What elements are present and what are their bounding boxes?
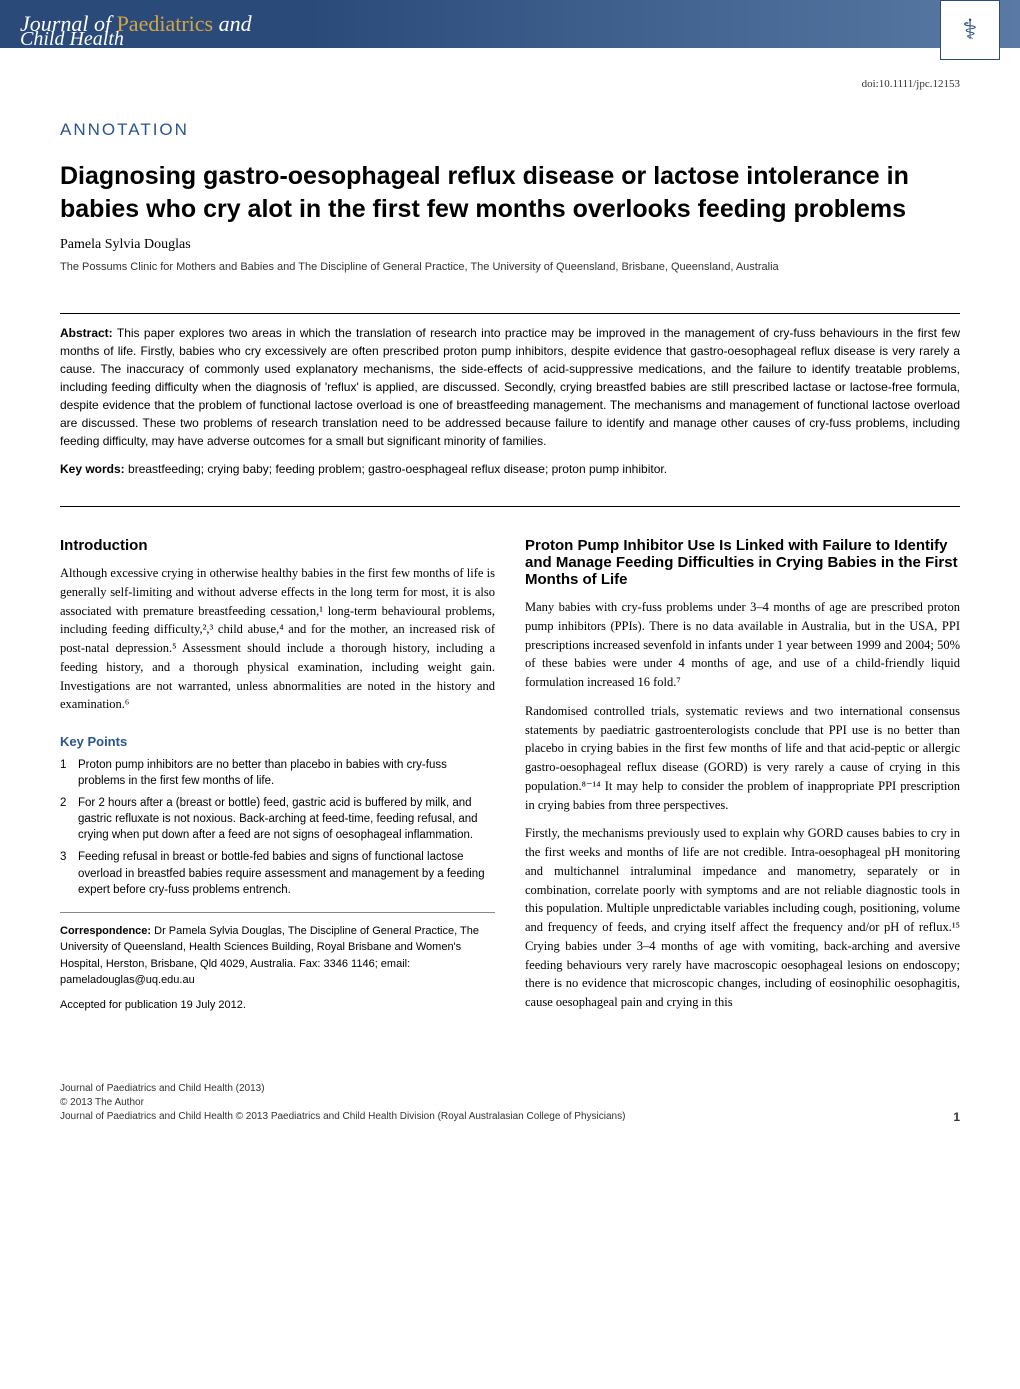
key-point-text: Feeding refusal in breast or bottle-fed …	[78, 849, 495, 897]
divider-bottom	[60, 506, 960, 507]
key-points-divider	[60, 912, 495, 913]
two-column-layout: Introduction Although excessive crying i…	[60, 537, 960, 1022]
correspondence-label: Correspondence:	[60, 925, 151, 937]
key-point-item: 3 Feeding refusal in breast or bottle-fe…	[60, 849, 495, 897]
section2-para1: Many babies with cry-fuss problems under…	[525, 598, 960, 692]
introduction-heading: Introduction	[60, 537, 495, 554]
journal-name-part2: and	[219, 11, 252, 36]
abstract-label: Abstract:	[60, 326, 113, 340]
keywords-text: breastfeeding; crying baby; feeding prob…	[128, 462, 667, 476]
key-point-item: 2 For 2 hours after a (breast or bottle)…	[60, 795, 495, 843]
journal-subtitle: Child Health	[20, 28, 124, 51]
abstract-text: This paper explores two areas in which t…	[60, 326, 960, 448]
annotation-label: ANNOTATION	[60, 120, 960, 140]
journal-name-container: Journal of Paediatrics and Child Health	[20, 11, 252, 37]
affiliation: The Possums Clinic for Mothers and Babie…	[60, 261, 960, 273]
article-title: Diagnosing gastro-oesophageal reflux dis…	[60, 160, 960, 225]
keywords-label: Key words:	[60, 462, 125, 476]
section2-para2: Randomised controlled trials, systematic…	[525, 702, 960, 815]
key-point-number: 2	[60, 795, 78, 843]
key-points-list: 1 Proton pump inhibitors are no better t…	[60, 757, 495, 898]
page-footer: Journal of Paediatrics and Child Health …	[0, 1082, 1020, 1144]
left-column: Introduction Although excessive crying i…	[60, 537, 495, 1022]
author-name: Pamela Sylvia Douglas	[60, 237, 960, 253]
crest-icon: ⚕	[962, 13, 977, 47]
accepted-date: Accepted for publication 19 July 2012.	[60, 999, 495, 1011]
abstract-section: Abstract: This paper explores two areas …	[60, 324, 960, 450]
journal-header: Journal of Paediatrics and Child Health …	[0, 0, 1020, 48]
divider-top	[60, 313, 960, 314]
footer-line2: © 2013 The Author	[60, 1096, 625, 1110]
footer-line1: Journal of Paediatrics and Child Health …	[60, 1082, 625, 1096]
key-points-heading: Key Points	[60, 734, 495, 749]
footer-line3: Journal of Paediatrics and Child Health …	[60, 1110, 625, 1124]
key-point-number: 3	[60, 849, 78, 897]
footer-left: Journal of Paediatrics and Child Health …	[60, 1082, 625, 1124]
journal-name-highlight: Paediatrics	[117, 11, 214, 36]
correspondence-section: Correspondence: Dr Pamela Sylvia Douglas…	[60, 923, 495, 989]
publisher-logo: ⚕	[940, 0, 1000, 60]
section2-heading: Proton Pump Inhibitor Use Is Linked with…	[525, 537, 960, 588]
keywords-section: Key words: breastfeeding; crying baby; f…	[60, 462, 960, 476]
key-point-text: Proton pump inhibitors are no better tha…	[78, 757, 495, 789]
page-number: 1	[953, 1110, 960, 1124]
key-point-number: 1	[60, 757, 78, 789]
right-column: Proton Pump Inhibitor Use Is Linked with…	[525, 537, 960, 1022]
key-point-text: For 2 hours after a (breast or bottle) f…	[78, 795, 495, 843]
introduction-text: Although excessive crying in otherwise h…	[60, 564, 495, 714]
doi-text: doi:10.1111/jpc.12153	[60, 78, 960, 90]
article-content: doi:10.1111/jpc.12153 ANNOTATION Diagnos…	[0, 48, 1020, 1052]
section2-para3: Firstly, the mechanisms previously used …	[525, 824, 960, 1012]
key-point-item: 1 Proton pump inhibitors are no better t…	[60, 757, 495, 789]
